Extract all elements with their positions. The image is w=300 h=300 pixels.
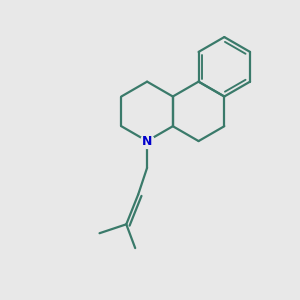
- Text: N: N: [142, 135, 152, 148]
